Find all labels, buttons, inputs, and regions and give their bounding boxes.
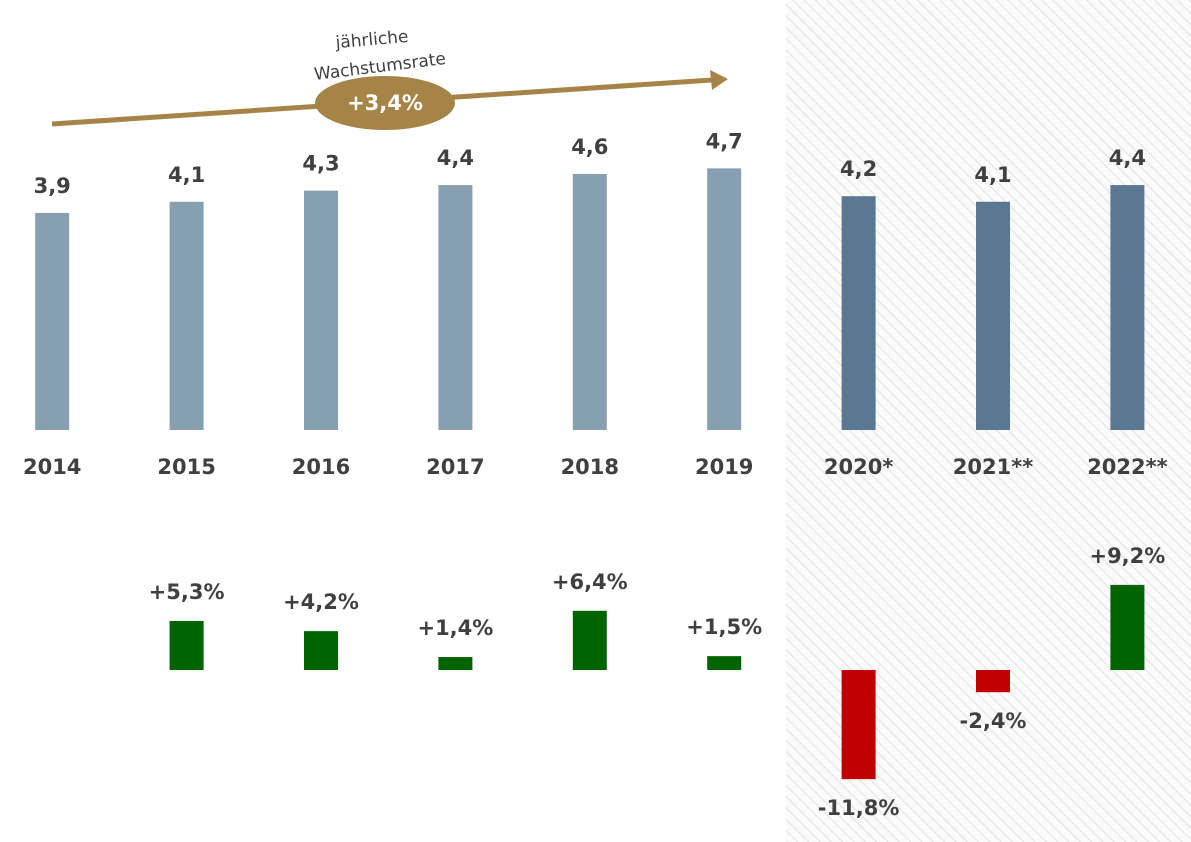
value-label: 4,7 [706,129,743,153]
x-tick-label: 2020* [824,455,893,479]
value-label: -11,8% [818,796,900,820]
value-label: +1,4% [417,616,493,640]
x-tick-label: 2018 [561,455,619,479]
arrow-head [710,70,728,90]
x-tick-label: 2015 [157,455,215,479]
growth-label: +3,4% [347,91,423,115]
bar [572,173,607,430]
bar [304,631,338,670]
x-tick-label: 2021** [953,455,1033,479]
value-label: +5,3% [149,580,225,604]
value-label: +9,2% [1089,544,1165,568]
value-label: 4,6 [571,135,608,159]
bar [1110,584,1145,670]
x-tick-label: 2014 [23,455,81,479]
value-label: +6,4% [552,570,628,594]
value-label: +4,2% [283,590,359,614]
bar [976,201,1010,430]
bar [304,190,338,430]
bar [976,670,1010,693]
bar [169,620,204,670]
bar [572,610,607,670]
bar [707,168,742,430]
x-tick-label: 2016 [292,455,350,479]
value-label: 4,3 [302,152,339,176]
bar [841,196,876,430]
value-label: +1,5% [686,615,762,639]
value-label: 4,1 [168,163,205,187]
bar [841,670,876,780]
x-tick-label: 2017 [426,455,484,479]
bar [707,656,742,670]
bar [438,657,473,670]
annotation: jährliche [334,27,409,53]
value-label: 4,2 [840,157,877,181]
value-label: 4,1 [974,163,1011,187]
growth-badge [315,76,455,130]
value-label: 4,4 [437,146,474,170]
x-tick-label: 2019 [695,455,753,479]
x-tick-label: 2022** [1087,455,1167,479]
bar [438,185,473,430]
bar [169,201,204,430]
bar [35,212,70,430]
value-label: 4,4 [1109,146,1146,170]
bar [1110,185,1145,430]
value-label: -2,4% [960,709,1027,733]
value-label: 3,9 [34,174,71,198]
